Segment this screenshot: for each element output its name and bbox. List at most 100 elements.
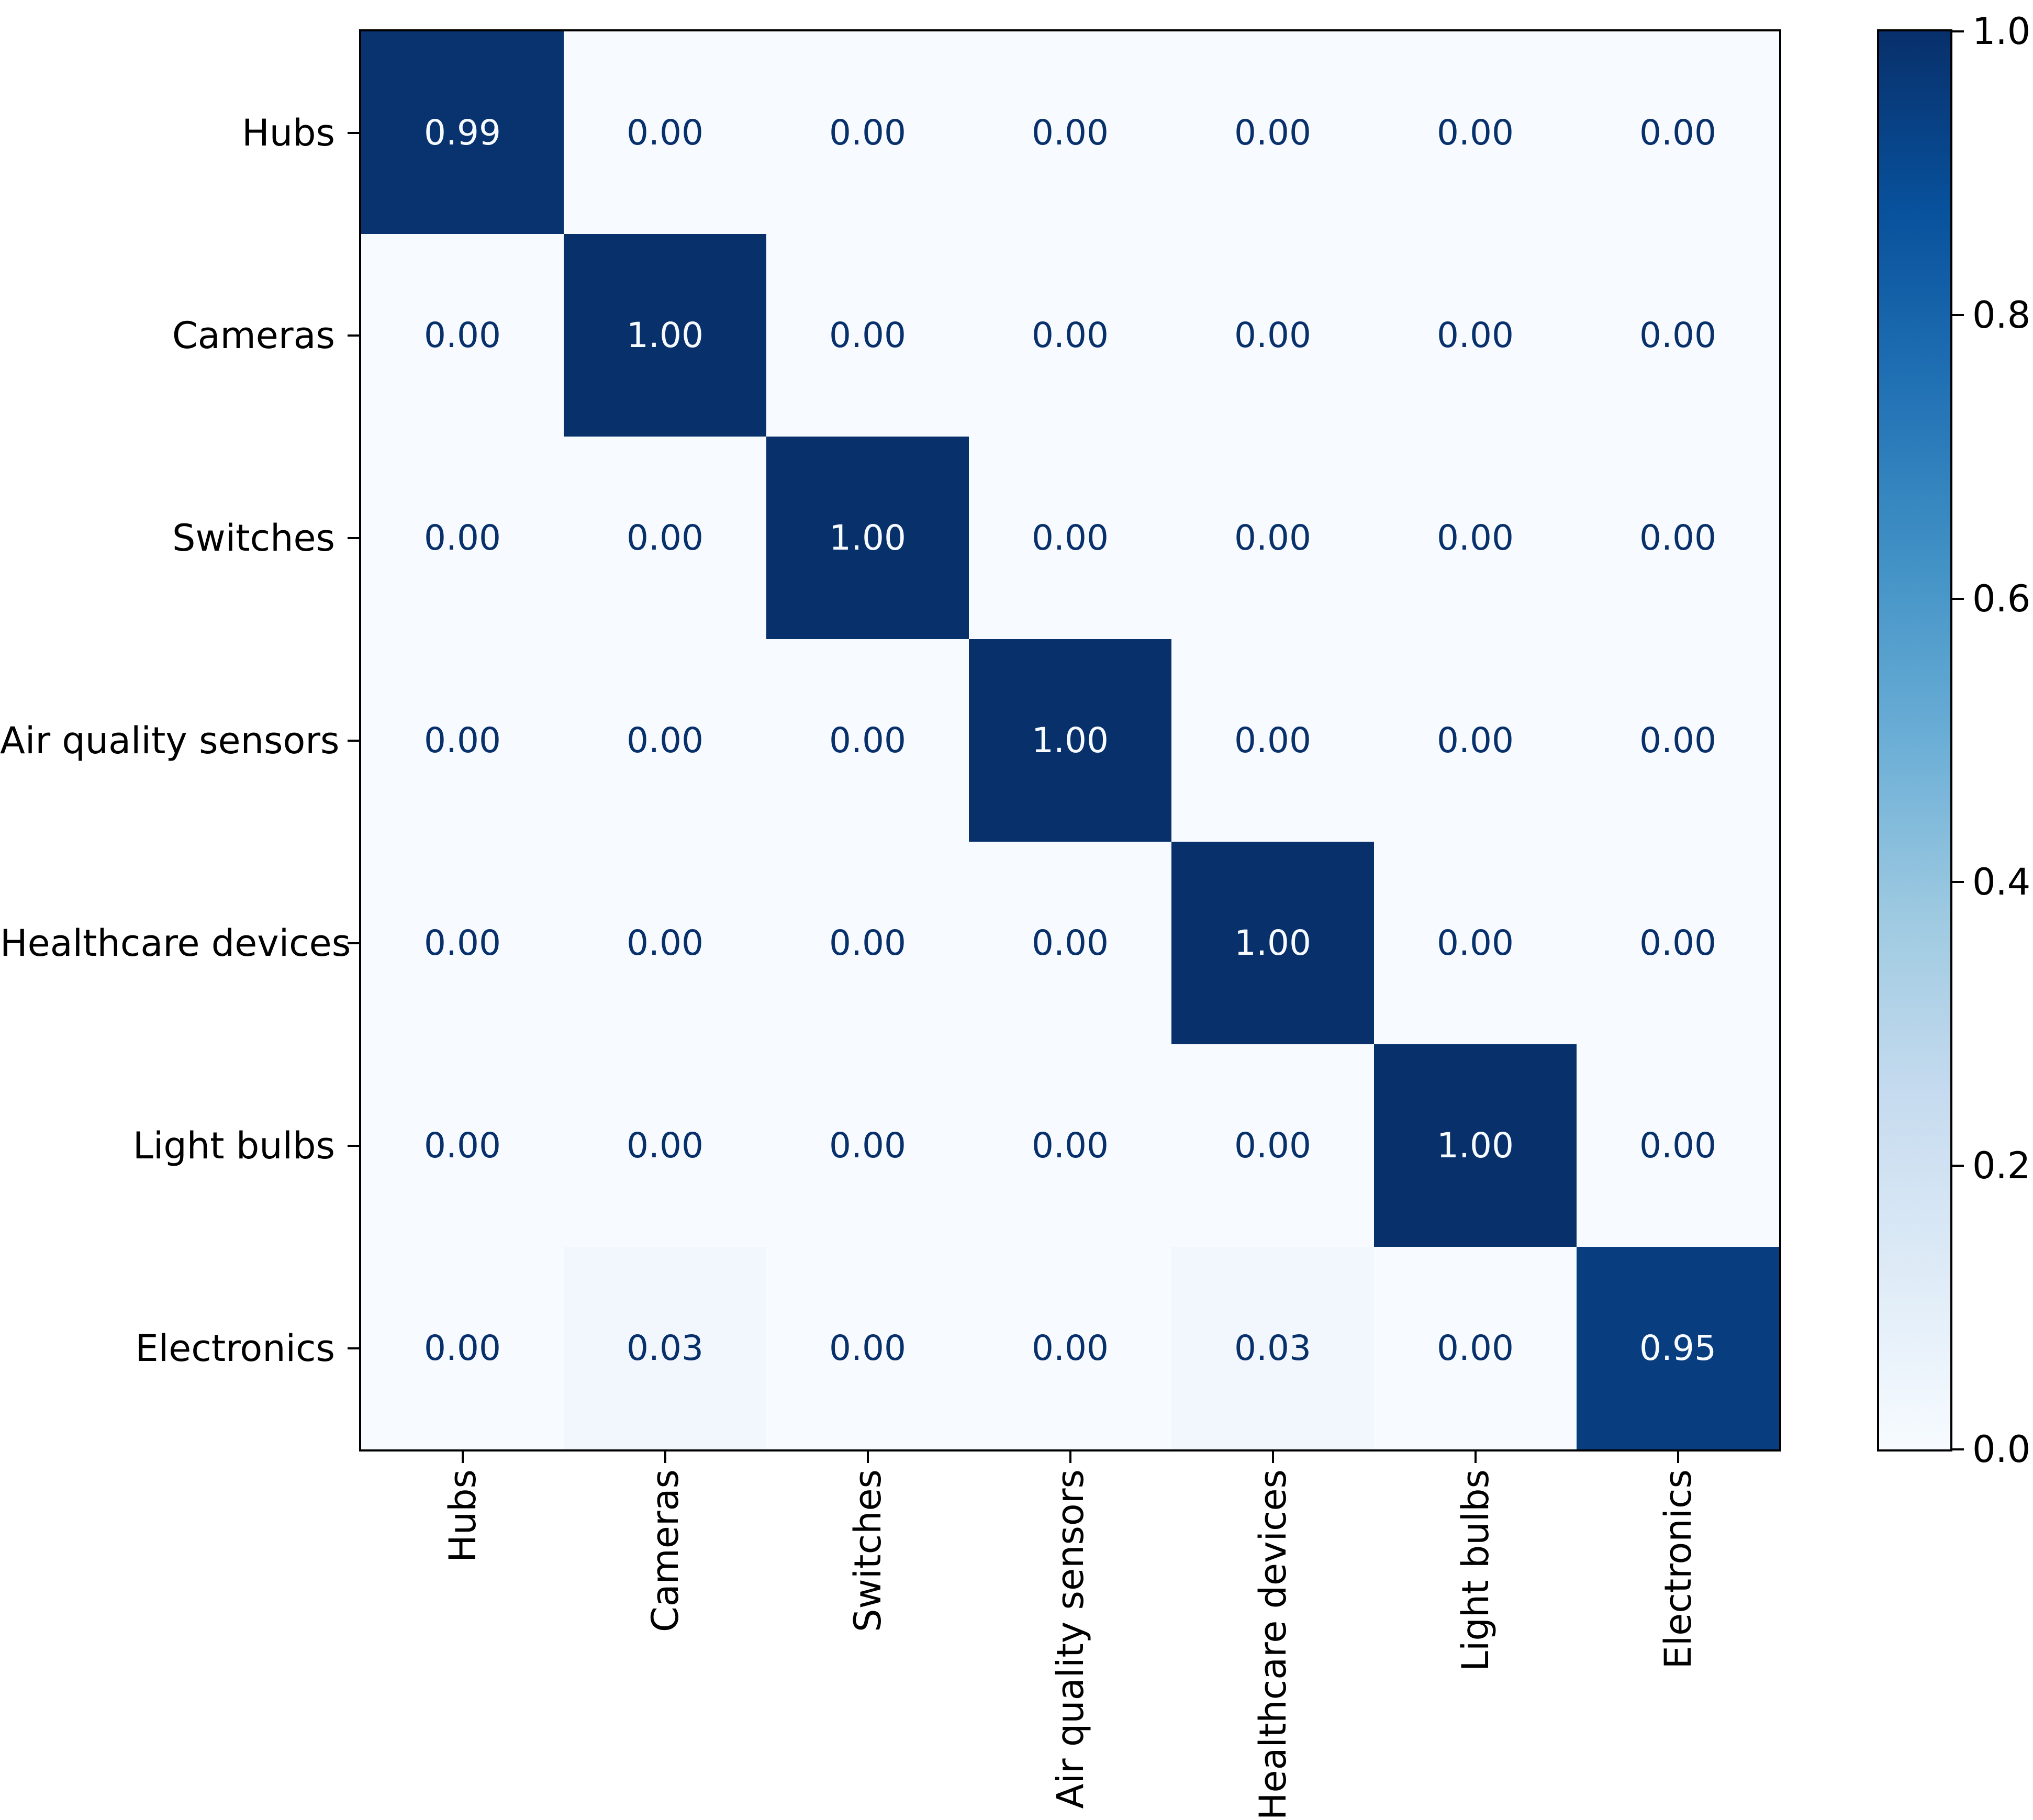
heatmap-cell-value: 0.00 xyxy=(829,720,906,761)
colorbar-tick-0-4 xyxy=(1952,881,1964,884)
heatmap-cell-value: 0.00 xyxy=(1437,517,1514,558)
colorbar-tick-0-8 xyxy=(1952,314,1964,316)
heatmap-cell-hubs-x-air-quality-sensors: 0.00 xyxy=(969,31,1171,234)
heatmap-cell-light-bulbs-x-light-bulbs: 1.00 xyxy=(1374,1044,1577,1247)
heatmap-cell-light-bulbs-x-healthcare-devices: 0.00 xyxy=(1171,1044,1374,1247)
heatmap-cell-light-bulbs-x-electronics: 0.00 xyxy=(1577,1044,1779,1247)
x-tick-label-air-quality-sensors: Air quality sensors xyxy=(1048,1469,1092,1809)
heatmap-cell-electronics-x-air-quality-sensors: 0.00 xyxy=(969,1247,1171,1449)
heatmap-cell-healthcare-devices-x-cameras: 0.00 xyxy=(564,842,766,1044)
heatmap-cell-cameras-x-switches: 0.00 xyxy=(766,234,969,437)
heatmap-cell-value: 0.00 xyxy=(424,315,501,355)
heatmap-cell-healthcare-devices-x-air-quality-sensors: 0.00 xyxy=(969,842,1171,1044)
heatmap-cell-healthcare-devices-x-light-bulbs: 0.00 xyxy=(1374,842,1577,1044)
heatmap-cell-value: 0.00 xyxy=(424,720,501,761)
heatmap-cell-air-quality-sensors-x-switches: 0.00 xyxy=(766,639,969,842)
heatmap-cell-air-quality-sensors-x-healthcare-devices: 0.00 xyxy=(1171,639,1374,842)
x-tick-label-switches: Switches xyxy=(846,1469,889,1632)
heatmap-cell-value: 0.00 xyxy=(1032,1327,1109,1368)
heatmap-cell-hubs-x-electronics: 0.00 xyxy=(1577,31,1779,234)
heatmap-cell-value: 0.00 xyxy=(829,922,906,963)
x-tick-label-healthcare-devices: Healthcare devices xyxy=(1251,1469,1294,1820)
heatmap-cell-value: 0.00 xyxy=(1234,112,1311,153)
heatmap-cell-hubs-x-light-bulbs: 0.00 xyxy=(1374,31,1577,234)
heatmap-cell-electronics-x-switches: 0.00 xyxy=(766,1247,969,1449)
heatmap-cell-value: 0.00 xyxy=(1639,112,1716,153)
heatmap-cell-cameras-x-light-bulbs: 0.00 xyxy=(1374,234,1577,437)
colorbar-tick-label-0-0: 0.0 xyxy=(1972,1428,2031,1471)
heatmap-cell-value: 0.00 xyxy=(627,517,703,558)
y-tick-hubs xyxy=(348,131,359,134)
heatmap-cell-value: 0.03 xyxy=(1234,1327,1311,1368)
heatmap-cell-value: 0.00 xyxy=(1639,922,1716,963)
heatmap-cell-light-bulbs-x-hubs: 0.00 xyxy=(361,1044,564,1247)
x-tick-hubs xyxy=(461,1451,464,1463)
heatmap-cell-cameras-x-electronics: 0.00 xyxy=(1577,234,1779,437)
y-tick-label-healthcare-devices: Healthcare devices xyxy=(0,921,351,965)
heatmap-cell-healthcare-devices-x-electronics: 0.00 xyxy=(1577,842,1779,1044)
heatmap-cell-hubs-x-cameras: 0.00 xyxy=(564,31,766,234)
heatmap-cell-value: 0.00 xyxy=(627,922,703,963)
heatmap-cell-value: 0.00 xyxy=(1639,315,1716,355)
heatmap-cell-value: 0.00 xyxy=(1234,315,1311,355)
x-tick-label-electronics: Electronics xyxy=(1656,1469,1700,1669)
heatmap-plot-area: 0.99 0.00 0.00 0.00 0.00 0.00 0.00 0.00 1.00 0.00… xyxy=(359,29,1781,1451)
heatmap-cell-hubs-x-healthcare-devices: 0.00 xyxy=(1171,31,1374,234)
heatmap-cell-healthcare-devices-x-switches: 0.00 xyxy=(766,842,969,1044)
heatmap-cell-air-quality-sensors-x-hubs: 0.00 xyxy=(361,639,564,842)
y-tick-label-air-quality-sensors: Air quality sensors xyxy=(0,719,340,762)
colorbar-tick-label-1-0: 1.0 xyxy=(1972,10,2031,53)
heatmap-cell-value: 0.00 xyxy=(1234,517,1311,558)
heatmap-cell-healthcare-devices-x-healthcare-devices: 1.00 xyxy=(1171,842,1374,1044)
heatmap-cell-value: 0.00 xyxy=(1032,517,1109,558)
heatmap-cell-value: 0.00 xyxy=(1234,720,1311,761)
heatmap-cell-switches-x-electronics: 0.00 xyxy=(1577,437,1779,639)
y-tick-label-cameras: Cameras xyxy=(172,314,335,357)
heatmap-cell-value: 0.00 xyxy=(1032,315,1109,355)
heatmap-cell-value: 0.99 xyxy=(424,112,501,153)
y-tick-electronics xyxy=(348,1347,359,1349)
colorbar-tick-0-0 xyxy=(1952,1448,1964,1450)
heatmap-cell-value: 1.00 xyxy=(1437,1125,1514,1166)
heatmap-cell-cameras-x-healthcare-devices: 0.00 xyxy=(1171,234,1374,437)
heatmap-cell-value: 0.00 xyxy=(829,1125,906,1166)
colorbar-tick-label-0-2: 0.2 xyxy=(1972,1144,2031,1188)
heatmap-cell-electronics-x-light-bulbs: 0.00 xyxy=(1374,1247,1577,1449)
y-tick-label-light-bulbs: Light bulbs xyxy=(132,1124,335,1167)
heatmap-cell-hubs-x-switches: 0.00 xyxy=(766,31,969,234)
heatmap-cell-value: 0.00 xyxy=(627,1125,703,1166)
colorbar xyxy=(1877,29,1952,1451)
y-tick-label-hubs: Hubs xyxy=(242,111,335,154)
heatmap-cell-value: 0.00 xyxy=(424,1327,501,1368)
heatmap-cell-switches-x-healthcare-devices: 0.00 xyxy=(1171,437,1374,639)
heatmap-cell-value: 0.00 xyxy=(1639,1125,1716,1166)
heatmap-cell-value: 0.00 xyxy=(1032,112,1109,153)
heatmap-cell-air-quality-sensors-x-electronics: 0.00 xyxy=(1577,639,1779,842)
y-tick-healthcare-devices xyxy=(348,942,359,944)
heatmap-cell-switches-x-air-quality-sensors: 0.00 xyxy=(969,437,1171,639)
heatmap-cell-value: 0.00 xyxy=(1437,315,1514,355)
heatmap-cell-value: 0.00 xyxy=(1032,1125,1109,1166)
y-tick-cameras xyxy=(348,334,359,337)
heatmap-cell-value: 1.00 xyxy=(1234,922,1311,963)
y-tick-switches xyxy=(348,537,359,539)
heatmap-cell-electronics-x-healthcare-devices: 0.03 xyxy=(1171,1247,1374,1449)
heatmap-cell-switches-x-cameras: 0.00 xyxy=(564,437,766,639)
y-tick-light-bulbs xyxy=(348,1144,359,1147)
heatmap-cell-value: 0.00 xyxy=(1437,922,1514,963)
y-tick-air-quality-sensors xyxy=(348,739,359,742)
colorbar-tick-1-0 xyxy=(1952,30,1964,32)
heatmap-grid: 0.99 0.00 0.00 0.00 0.00 0.00 0.00 0.00 1.00 0.00… xyxy=(361,31,1779,1449)
heatmap-cell-value: 0.00 xyxy=(1234,1125,1311,1166)
heatmap-cell-cameras-x-hubs: 0.00 xyxy=(361,234,564,437)
x-tick-light-bulbs xyxy=(1474,1451,1477,1463)
heatmap-cell-value: 0.00 xyxy=(829,1327,906,1368)
heatmap-cell-air-quality-sensors-x-cameras: 0.00 xyxy=(564,639,766,842)
y-tick-label-electronics: Electronics xyxy=(135,1326,335,1370)
x-tick-electronics xyxy=(1677,1451,1679,1463)
heatmap-cell-switches-x-light-bulbs: 0.00 xyxy=(1374,437,1577,639)
y-tick-label-switches: Switches xyxy=(172,516,335,560)
heatmap-cell-healthcare-devices-x-hubs: 0.00 xyxy=(361,842,564,1044)
colorbar-tick-label-0-6: 0.6 xyxy=(1972,577,2031,620)
heatmap-cell-cameras-x-cameras: 1.00 xyxy=(564,234,766,437)
